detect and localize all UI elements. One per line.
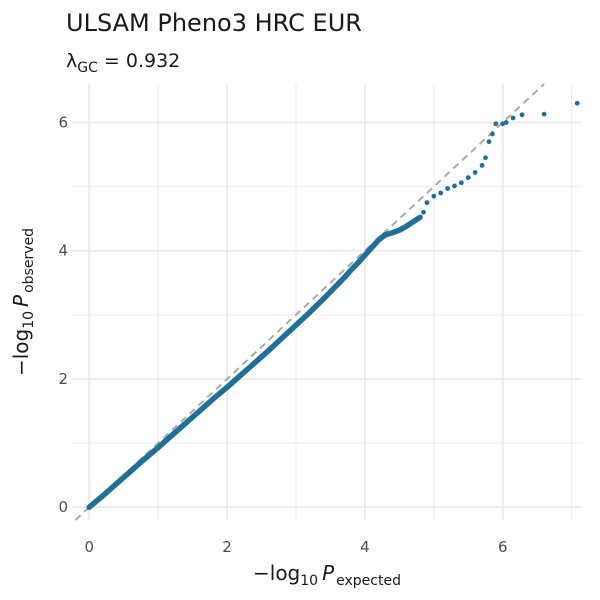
data-point [503, 120, 509, 125]
y-tick-label: 2 [58, 370, 68, 388]
data-point [574, 100, 580, 106]
x-axis-title-variable: P [322, 561, 335, 585]
lambda-value: 0.932 [126, 50, 180, 72]
data-point [541, 111, 547, 117]
data-point [479, 163, 485, 168]
data-point [510, 115, 516, 121]
data-point [424, 200, 430, 206]
data-point [458, 180, 464, 186]
data-point [483, 155, 488, 161]
y-axis-title-subscript: observed [21, 228, 37, 293]
x-tick-label: 0 [84, 538, 94, 556]
y-tick-label: 4 [58, 242, 68, 260]
data-point [490, 131, 495, 137]
y-axis-title-base: 10 [21, 311, 37, 329]
y-axis-title-prefix: −log [9, 329, 33, 376]
y-tick-label: 0 [58, 498, 68, 516]
data-point [465, 175, 471, 181]
x-tick-label: 4 [360, 538, 370, 556]
data-point [519, 112, 525, 118]
data-points [86, 100, 580, 510]
data-point [421, 209, 426, 215]
data-point [438, 190, 444, 196]
x-tick-label: 6 [498, 538, 508, 556]
grid-lines [72, 84, 582, 520]
y-axis-title-variable: P [9, 294, 33, 307]
lambda-subscript: GC [77, 60, 98, 76]
y-axis-title: −log10 Pobserved [9, 228, 37, 376]
lambda-symbol: λ [66, 50, 77, 72]
x-axis-title-subscript: expected [336, 573, 401, 589]
chart-title: ULSAM Pheno3 HRC EUR [66, 9, 362, 37]
x-axis-title-prefix: −log [253, 561, 300, 585]
reference-line [74, 83, 545, 521]
data-point [417, 214, 423, 220]
dense-points-band [86, 214, 423, 510]
data-point [472, 170, 478, 175]
data-point [452, 183, 457, 189]
x-axis-title-base: 10 [300, 573, 318, 589]
x-tick-labels: 0 2 4 6 [84, 538, 507, 556]
data-point [431, 193, 437, 199]
x-tick-label: 2 [222, 538, 232, 556]
data-point [486, 139, 492, 145]
chart-subtitle: λGC = 0.932 [66, 50, 180, 76]
data-point [493, 121, 499, 127]
lambda-equals: = [98, 50, 126, 72]
y-tick-labels: 0 2 4 6 [58, 113, 68, 516]
y-tick-label: 6 [58, 113, 68, 131]
data-point [445, 186, 451, 191]
